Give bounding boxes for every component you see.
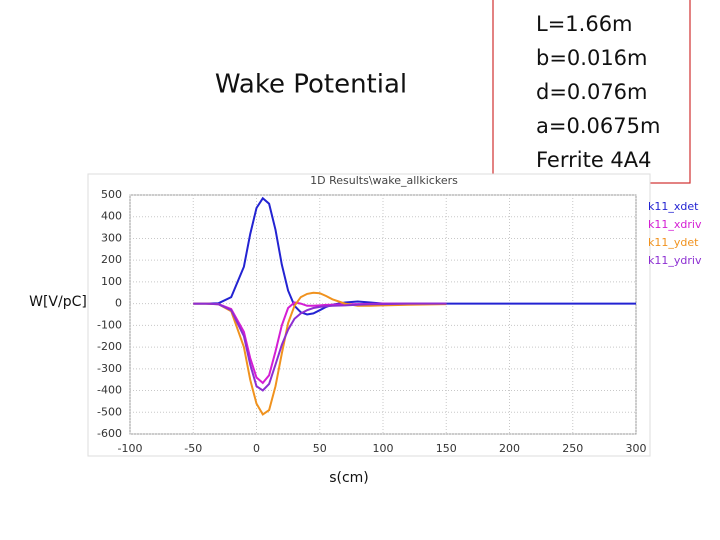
x-tick-label: 250 <box>562 442 583 455</box>
parameter-box <box>492 0 691 184</box>
x-tick-label: 0 <box>253 442 260 455</box>
plot-area <box>129 194 637 435</box>
parameter: Ferrite 4A4 <box>536 148 652 172</box>
y-tick-label: -200 <box>97 340 122 353</box>
y-tick-label: -500 <box>97 405 122 418</box>
series-line <box>193 302 447 392</box>
y-tick-label: -100 <box>97 318 122 331</box>
y-axis-label: W[V/pC] <box>29 294 87 310</box>
y-tick-label: 300 <box>101 231 122 244</box>
y-tick-label: -400 <box>97 384 122 397</box>
parameter: b=0.016m <box>536 46 648 70</box>
x-tick-label: 150 <box>436 442 457 455</box>
slide-title: Wake Potential <box>215 70 407 100</box>
x-axis-label: s(cm) <box>329 470 369 486</box>
series-line <box>193 291 447 416</box>
legend-entry: k11_xdet <box>648 200 699 213</box>
y-tick-label: -600 <box>97 427 122 440</box>
legend-entry: k11_ydet <box>648 236 699 249</box>
legend-entry: k11_ydriv <box>648 254 702 267</box>
x-tick-label: 100 <box>373 442 394 455</box>
x-tick-label: 300 <box>626 442 647 455</box>
parameter-list: L=1.66m b=0.016m d=0.076m a=0.0675m Ferrite … <box>536 12 660 172</box>
y-tick-label: 0 <box>115 297 122 310</box>
parameter: a=0.0675m <box>536 114 660 138</box>
x-tick-label: 50 <box>313 442 327 455</box>
parameter: L=1.66m <box>536 12 633 36</box>
y-tick-label: -300 <box>97 362 122 375</box>
y-tick-label: 200 <box>101 253 122 266</box>
parameter: d=0.076m <box>536 80 648 104</box>
y-tick-label: 100 <box>101 275 122 288</box>
x-tick-label: -50 <box>184 442 202 455</box>
legend-entry: k11_xdriv <box>648 218 702 231</box>
x-tick-label: -100 <box>118 442 143 455</box>
y-tick-label: 500 <box>101 188 122 201</box>
y-tick-label: 400 <box>101 210 122 223</box>
x-tick-label: 200 <box>499 442 520 455</box>
chart-title: 1D Results\wake_allkickers <box>310 174 458 187</box>
